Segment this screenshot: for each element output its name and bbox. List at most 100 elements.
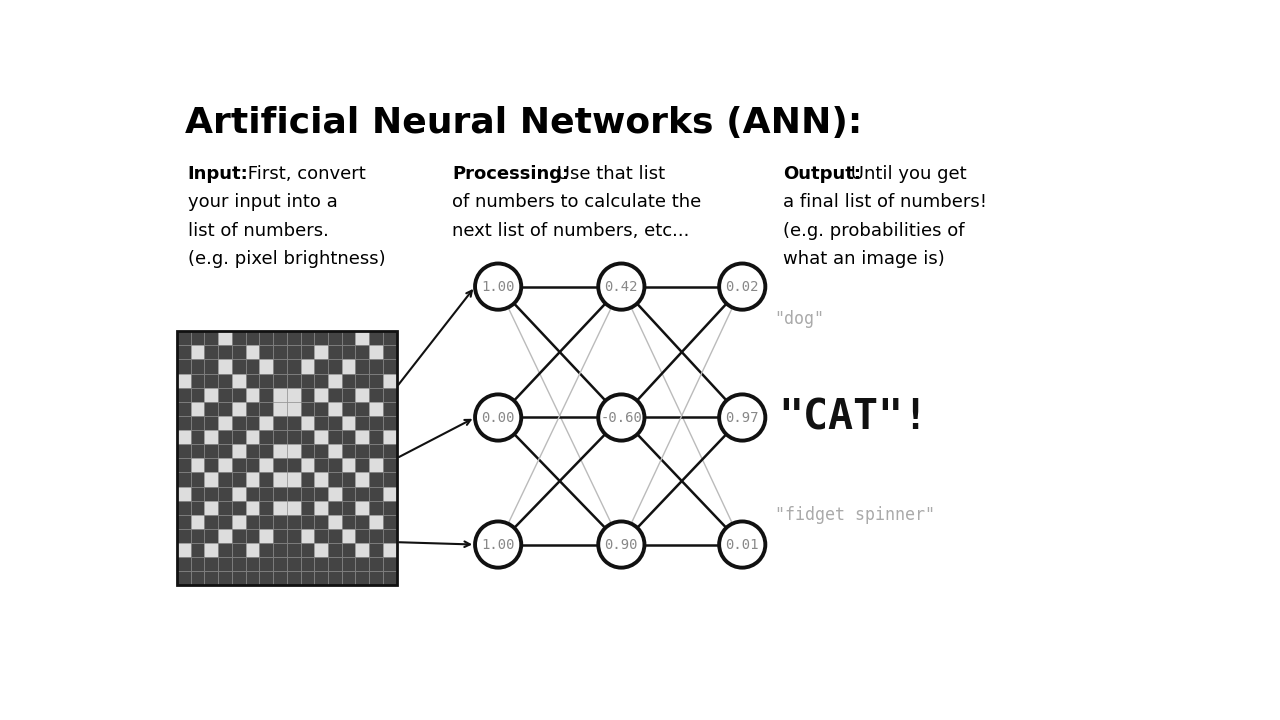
Bar bbox=[342, 402, 356, 416]
Bar bbox=[260, 487, 273, 500]
Bar bbox=[191, 571, 205, 585]
Bar bbox=[246, 571, 260, 585]
Bar bbox=[369, 529, 383, 543]
Bar bbox=[218, 571, 232, 585]
Bar bbox=[205, 444, 218, 459]
Text: 0.02: 0.02 bbox=[726, 279, 759, 294]
Bar bbox=[205, 331, 218, 346]
Text: your input into a: your input into a bbox=[188, 194, 338, 212]
Bar bbox=[205, 346, 218, 359]
Bar bbox=[383, 529, 397, 543]
Text: Artificial Neural Networks (ANN):: Artificial Neural Networks (ANN): bbox=[184, 106, 861, 140]
Bar bbox=[246, 346, 260, 359]
Bar bbox=[218, 374, 232, 388]
Bar bbox=[314, 571, 328, 585]
Bar bbox=[356, 487, 369, 500]
Bar bbox=[205, 472, 218, 487]
Bar bbox=[260, 374, 273, 388]
Bar bbox=[328, 571, 342, 585]
Bar bbox=[369, 515, 383, 529]
Bar bbox=[205, 388, 218, 402]
Bar bbox=[369, 557, 383, 571]
Bar bbox=[232, 459, 246, 472]
Bar bbox=[356, 500, 369, 515]
Bar bbox=[273, 359, 287, 374]
Bar bbox=[369, 500, 383, 515]
Bar bbox=[218, 359, 232, 374]
Bar bbox=[314, 529, 328, 543]
Bar bbox=[232, 557, 246, 571]
Bar bbox=[177, 529, 191, 543]
Bar bbox=[246, 459, 260, 472]
Bar bbox=[287, 472, 301, 487]
Bar bbox=[218, 543, 232, 557]
Bar bbox=[177, 571, 191, 585]
Bar bbox=[177, 543, 191, 557]
Bar bbox=[177, 487, 191, 500]
Bar bbox=[369, 543, 383, 557]
Bar bbox=[273, 346, 287, 359]
Text: 1.00: 1.00 bbox=[481, 279, 515, 294]
Bar bbox=[246, 529, 260, 543]
Circle shape bbox=[719, 264, 765, 310]
Bar bbox=[273, 529, 287, 543]
Bar bbox=[369, 359, 383, 374]
Bar bbox=[314, 416, 328, 430]
Bar bbox=[232, 430, 246, 444]
Bar bbox=[218, 487, 232, 500]
Bar bbox=[301, 331, 314, 346]
Bar bbox=[328, 543, 342, 557]
Text: "fidget spinner": "fidget spinner" bbox=[774, 506, 934, 524]
Bar bbox=[205, 416, 218, 430]
Bar bbox=[232, 472, 246, 487]
Bar bbox=[328, 487, 342, 500]
Bar bbox=[383, 515, 397, 529]
Bar bbox=[301, 515, 314, 529]
Bar bbox=[191, 543, 205, 557]
Bar bbox=[342, 416, 356, 430]
Bar bbox=[356, 416, 369, 430]
Bar bbox=[314, 543, 328, 557]
Bar bbox=[342, 359, 356, 374]
Bar bbox=[383, 557, 397, 571]
Bar bbox=[328, 430, 342, 444]
Text: what an image is): what an image is) bbox=[783, 251, 945, 269]
Bar bbox=[260, 388, 273, 402]
Bar bbox=[356, 571, 369, 585]
Bar bbox=[205, 543, 218, 557]
Bar bbox=[287, 374, 301, 388]
Circle shape bbox=[475, 395, 521, 441]
Bar bbox=[383, 472, 397, 487]
Circle shape bbox=[719, 395, 765, 441]
Bar bbox=[383, 543, 397, 557]
Bar bbox=[232, 346, 246, 359]
Bar bbox=[232, 444, 246, 459]
Bar bbox=[383, 430, 397, 444]
Bar bbox=[356, 557, 369, 571]
Text: 0.01: 0.01 bbox=[726, 538, 759, 552]
Bar bbox=[191, 331, 205, 346]
Bar bbox=[369, 374, 383, 388]
Bar bbox=[301, 571, 314, 585]
Bar bbox=[369, 430, 383, 444]
Bar bbox=[342, 444, 356, 459]
Bar bbox=[218, 529, 232, 543]
Circle shape bbox=[598, 395, 644, 441]
Bar bbox=[273, 571, 287, 585]
Text: (e.g. pixel brightness): (e.g. pixel brightness) bbox=[188, 251, 385, 269]
Text: Processing:: Processing: bbox=[452, 165, 570, 183]
Bar bbox=[205, 459, 218, 472]
Bar bbox=[356, 529, 369, 543]
Bar bbox=[191, 430, 205, 444]
Bar bbox=[177, 346, 191, 359]
Bar bbox=[314, 430, 328, 444]
Bar bbox=[232, 374, 246, 388]
Bar bbox=[328, 374, 342, 388]
Bar bbox=[177, 515, 191, 529]
Text: 1.00: 1.00 bbox=[481, 538, 515, 552]
Text: (e.g. probabilities of: (e.g. probabilities of bbox=[783, 222, 965, 240]
Bar bbox=[342, 487, 356, 500]
Bar bbox=[273, 487, 287, 500]
Bar bbox=[287, 515, 301, 529]
Bar bbox=[328, 459, 342, 472]
